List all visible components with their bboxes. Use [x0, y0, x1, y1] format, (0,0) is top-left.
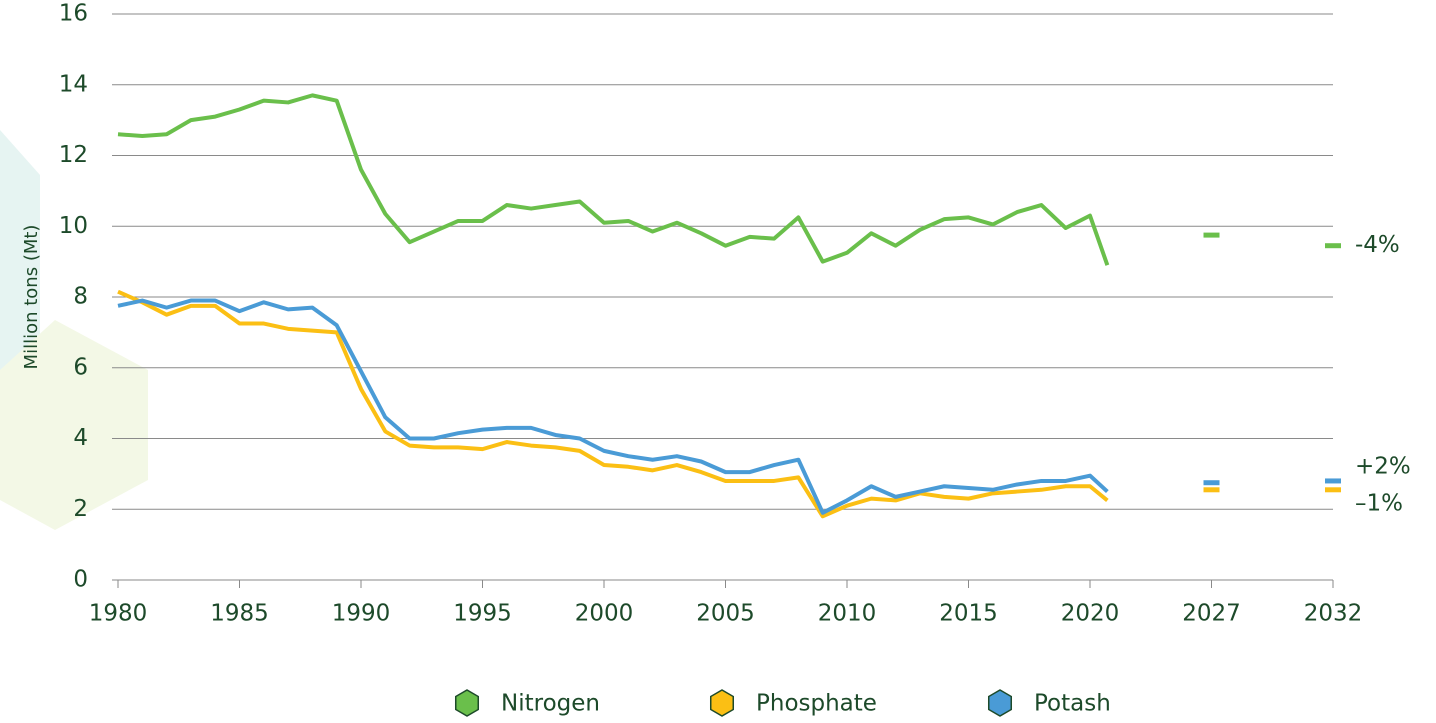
change-label: –1%: [1355, 490, 1403, 516]
x-tick-label: 2005: [696, 601, 755, 627]
x-tick-label: 2027: [1182, 601, 1241, 627]
y-tick-label: 16: [59, 1, 88, 27]
legend-swatch: [709, 689, 735, 717]
legend: Nitrogen Phosphate Potash: [454, 689, 1111, 717]
x-tick-label: 1980: [89, 601, 148, 627]
x-tick-label: 2032: [1304, 601, 1363, 627]
x-tick-label: 1995: [453, 601, 512, 627]
hexagon-decoration: [0, 320, 148, 530]
x-tick-label: 2000: [575, 601, 634, 627]
y-tick-label: 2: [73, 496, 88, 522]
x-tick-label: 2020: [1061, 601, 1120, 627]
y-tick-label: 14: [59, 71, 88, 97]
legend-label: Phosphate: [756, 691, 877, 717]
change-label: -4%: [1355, 232, 1400, 258]
change-label: +2%: [1355, 453, 1411, 479]
series-line: [117, 298, 1109, 515]
y-tick-label: 8: [73, 284, 88, 310]
background-decoration: [0, 130, 148, 530]
x-tick-label: 2010: [818, 601, 877, 627]
y-tick-label: 10: [59, 213, 88, 239]
legend-label: Nitrogen: [501, 691, 600, 717]
y-tick-label: 4: [73, 425, 88, 451]
legend-swatch: [987, 689, 1013, 717]
series-line: [117, 93, 1110, 266]
y-tick-label: 12: [59, 142, 88, 168]
y-tick-label: 6: [73, 354, 88, 380]
series-line: [117, 289, 1109, 519]
legend-label: Potash: [1034, 691, 1111, 717]
y-tick-label: 0: [73, 567, 88, 593]
x-tick-label: 1990: [332, 601, 391, 627]
x-tick-label: 1985: [210, 601, 269, 627]
y-axis-label: Million tons (Mt): [21, 225, 42, 370]
x-tick-label: 2015: [939, 601, 998, 627]
legend-swatch: [454, 689, 480, 717]
